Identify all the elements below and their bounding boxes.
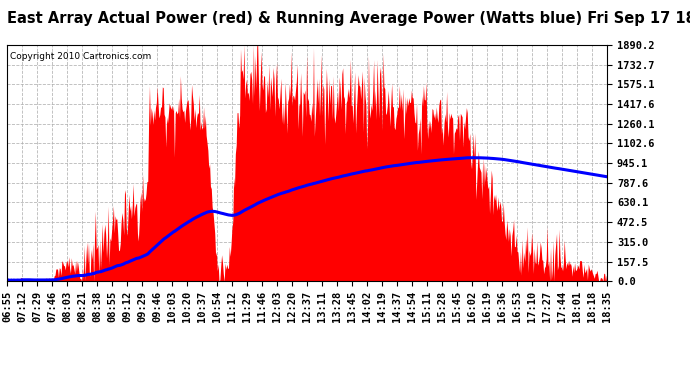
Text: Copyright 2010 Cartronics.com: Copyright 2010 Cartronics.com [10,52,151,61]
Text: East Array Actual Power (red) & Running Average Power (Watts blue) Fri Sep 17 18: East Array Actual Power (red) & Running … [7,11,690,26]
